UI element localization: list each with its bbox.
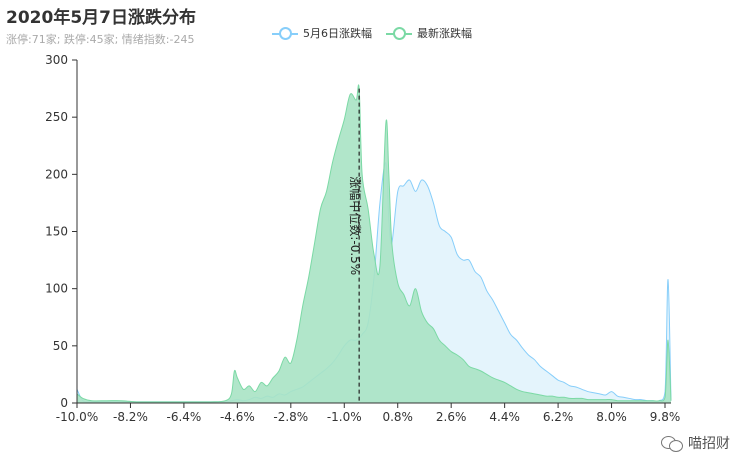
chart-title: 2020年5月7日涨跌分布 <box>6 8 196 28</box>
y-tick-label: 0 <box>60 396 68 410</box>
y-tick-label: 300 <box>45 53 68 67</box>
chart-subtitle: 涨停:71家; 跌停:45家; 情绪指数:-245 <box>6 33 195 46</box>
watermark-text: 喵招财 <box>688 436 730 452</box>
x-tick-label: -2.8% <box>273 410 308 424</box>
x-tick-label: -8.2% <box>113 410 148 424</box>
x-tick-label: 4.4% <box>489 410 520 424</box>
legend: 5月6日涨跌幅 最新涨跌幅 <box>272 25 472 41</box>
y-tick-label: 250 <box>45 110 68 124</box>
median-markline-label: 涨幅中位数:-0.5% <box>348 176 363 275</box>
x-tick-label: -1.0% <box>327 410 362 424</box>
x-tick-label: 6.2% <box>543 410 574 424</box>
x-tick-label: -4.6% <box>220 410 255 424</box>
x-tick-label: 8.0% <box>596 410 627 424</box>
x-tick-label: 9.8% <box>650 410 681 424</box>
x-tick-label: -10.0% <box>56 410 98 424</box>
y-tick-label: 150 <box>45 225 68 239</box>
legend-item-latest[interactable]: 最新涨跌幅 <box>386 25 472 41</box>
legend-label-prev: 5月6日涨跌幅 <box>303 27 372 40</box>
legend-marker-prev <box>272 26 298 40</box>
series-line-latest <box>76 84 672 403</box>
y-tick-label: 50 <box>53 339 68 353</box>
x-tick-label: -6.4% <box>166 410 201 424</box>
legend-label-latest: 最新涨跌幅 <box>417 27 472 40</box>
watermark: 喵招财 <box>661 433 730 453</box>
legend-marker-latest <box>386 26 412 40</box>
series-area-latest <box>77 84 671 403</box>
x-tick-label: 2.6% <box>436 410 467 424</box>
y-tick-label: 100 <box>45 282 68 296</box>
x-tick-label: 0.8% <box>382 410 413 424</box>
legend-item-prev[interactable]: 5月6日涨跌幅 <box>272 25 372 41</box>
wechat-icon <box>661 434 683 452</box>
y-tick-label: 200 <box>45 167 68 181</box>
